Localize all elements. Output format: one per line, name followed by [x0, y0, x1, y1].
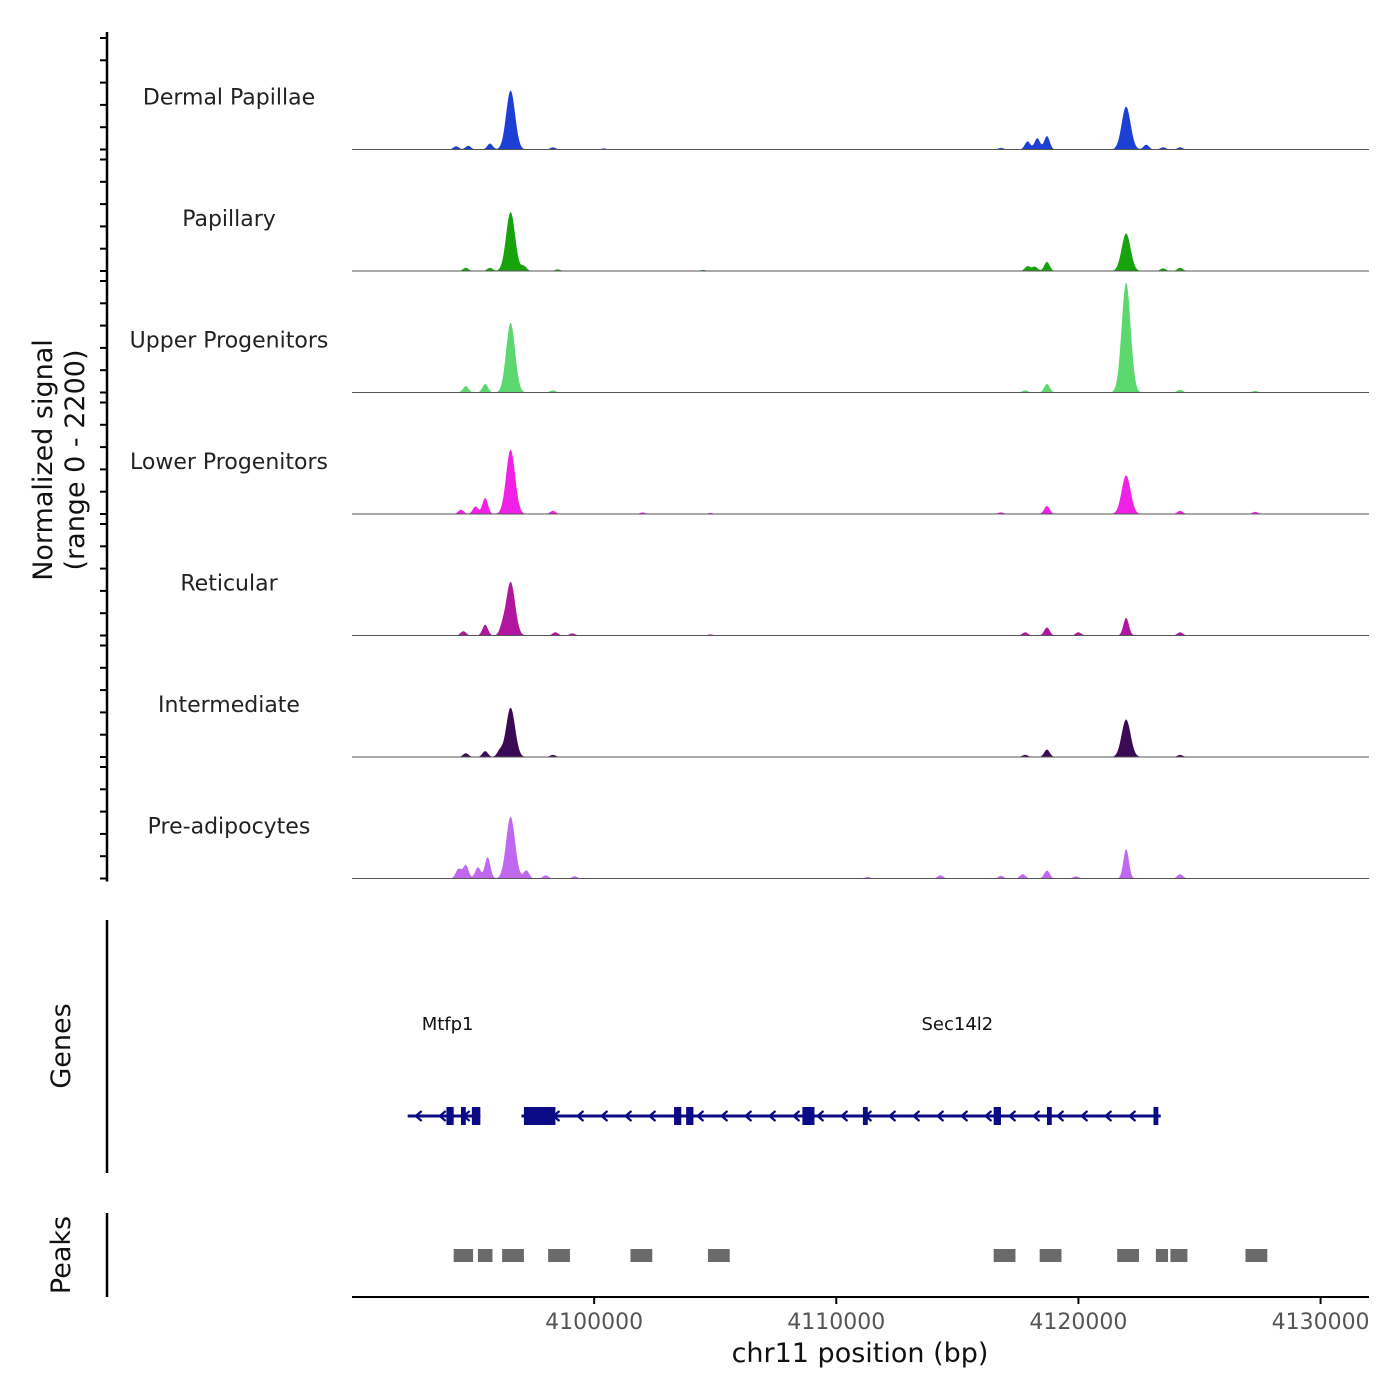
- coverage-tracks: Dermal Papillae Papillary Upper Progenitor…: [130, 86, 1369, 879]
- genes-panel: Genes Mtfp1 Sec14l2: [46, 920, 1161, 1173]
- track-signal: [352, 449, 1369, 514]
- strand-arrow: [647, 1110, 657, 1122]
- gene-models: Mtfp1 Sec14l2: [407, 1014, 1161, 1125]
- x-tick-label: 4120000: [1029, 1310, 1127, 1335]
- track-label: Lower Progenitors: [130, 450, 328, 475]
- gene-name: Sec14l2: [922, 1014, 994, 1035]
- strand-arrow: [935, 1110, 945, 1122]
- track-5: Intermediate: [158, 693, 1369, 758]
- track-0: Dermal Papillae: [143, 86, 1369, 150]
- strand-arrow: [1103, 1110, 1113, 1122]
- y-axis-title-line2: (range 0 - 2200): [60, 350, 91, 571]
- strand-arrow: [839, 1110, 849, 1122]
- x-tick-label: 4100000: [545, 1310, 643, 1335]
- strand-arrow: [983, 1110, 993, 1122]
- strand-arrow: [1031, 1110, 1041, 1122]
- genes-label: Genes: [46, 1003, 77, 1088]
- peaks-panel: Peaks: [46, 1213, 1268, 1297]
- track-4: Reticular: [180, 572, 1369, 636]
- strand-arrow: [767, 1110, 777, 1122]
- peak-region: [630, 1249, 653, 1262]
- strand-arrow: [413, 1110, 423, 1122]
- track-label: Pre-adipocytes: [148, 815, 311, 840]
- strand-arrow: [959, 1110, 969, 1122]
- track-signal: [352, 212, 1369, 271]
- peak-region: [707, 1249, 730, 1262]
- track-label: Dermal Papillae: [143, 86, 315, 111]
- track-label: Upper Progenitors: [130, 329, 329, 354]
- coverage-y-axis: [100, 32, 109, 882]
- exon: [1153, 1107, 1159, 1125]
- peak-region: [1117, 1249, 1139, 1262]
- peak-region: [1039, 1249, 1062, 1262]
- x-axis-title: chr11 position (bp): [732, 1338, 989, 1369]
- track-signal: [352, 816, 1369, 879]
- exon: [1046, 1107, 1052, 1125]
- track-label: Intermediate: [158, 693, 300, 718]
- y-axis-title-line1: Normalized signal: [28, 339, 59, 581]
- strand-arrow: [815, 1110, 825, 1122]
- strand-arrow: [623, 1110, 633, 1122]
- strand-arrow: [1007, 1110, 1017, 1122]
- peaks-label: Peaks: [46, 1216, 77, 1294]
- strand-arrow: [911, 1110, 921, 1122]
- exon: [674, 1107, 682, 1125]
- gene-0: Mtfp1: [407, 1014, 481, 1125]
- track-signal: [352, 282, 1369, 393]
- exon: [523, 1107, 556, 1125]
- track-3: Lower Progenitors: [130, 449, 1369, 515]
- gene-name: Mtfp1: [422, 1014, 474, 1035]
- gene-1: Sec14l2: [521, 1014, 1161, 1125]
- peak-regions: [453, 1249, 1268, 1262]
- track-signal: [352, 707, 1369, 757]
- track-signal: [352, 581, 1369, 636]
- peak-region: [1155, 1249, 1169, 1262]
- x-tick-label: 4130000: [1272, 1310, 1370, 1335]
- strand-arrow: [743, 1110, 753, 1122]
- track-1: Papillary: [182, 207, 1369, 272]
- peak-region: [1170, 1249, 1188, 1262]
- exon: [862, 1107, 868, 1125]
- peak-region: [502, 1249, 524, 1262]
- y-axis-title: Normalized signal (range 0 - 2200): [28, 339, 91, 581]
- track-label: Papillary: [182, 207, 276, 232]
- strand-arrow: [887, 1110, 897, 1122]
- strand-arrow: [695, 1110, 705, 1122]
- track-signal: [352, 90, 1369, 150]
- strand-arrow: [575, 1110, 585, 1122]
- strand-arrow: [791, 1110, 801, 1122]
- strand-arrow: [1127, 1110, 1137, 1122]
- peak-region: [993, 1249, 1016, 1262]
- exon: [460, 1107, 466, 1125]
- peak-region: [477, 1249, 493, 1262]
- strand-arrow: [1079, 1110, 1089, 1122]
- strand-arrow: [437, 1110, 447, 1122]
- strand-arrow: [599, 1110, 609, 1122]
- peak-region: [453, 1249, 474, 1262]
- x-axis: 4100000 4110000 4120000 4130000: [352, 1296, 1370, 1335]
- x-tick-label: 4110000: [787, 1310, 885, 1335]
- strand-arrow: [1055, 1110, 1065, 1122]
- exon: [993, 1107, 1001, 1125]
- peak-region: [1245, 1249, 1268, 1262]
- strand-arrow: [719, 1110, 729, 1122]
- exon: [446, 1107, 454, 1125]
- exon: [802, 1107, 815, 1125]
- track-2: Upper Progenitors: [130, 282, 1369, 393]
- exon: [686, 1107, 694, 1125]
- track-label: Reticular: [180, 572, 278, 597]
- peak-region: [548, 1249, 570, 1262]
- track-6: Pre-adipocytes: [148, 815, 1369, 879]
- exon: [471, 1107, 481, 1125]
